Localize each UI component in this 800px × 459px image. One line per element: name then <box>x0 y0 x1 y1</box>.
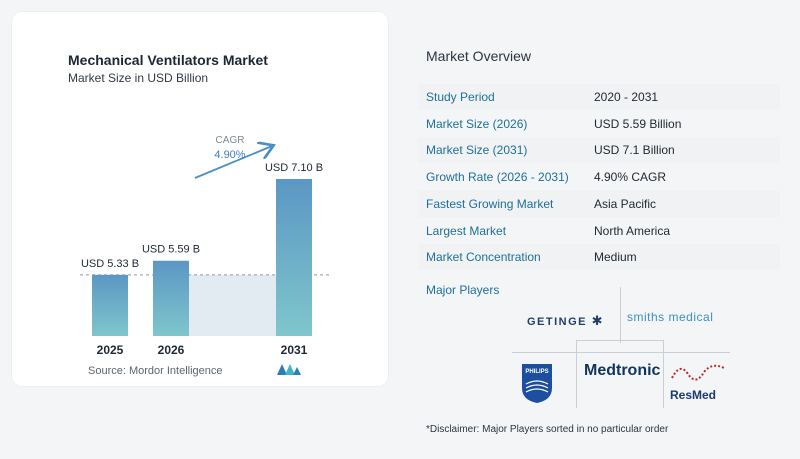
logo-divider <box>663 340 664 408</box>
resmed-logo: ResMed <box>670 388 717 402</box>
x-tick-2025: 2025 <box>97 343 124 357</box>
overview-row-label: Market Size (2026) <box>426 116 528 131</box>
bar-2025 <box>92 274 128 336</box>
overview-row: Growth Rate (2026 - 2031) 4.90% CAGR <box>418 164 780 190</box>
mordor-intelligence-logo <box>277 364 301 375</box>
logo-divider <box>576 340 664 341</box>
overview-row: Market Size (2031) USD 7.1 Billion <box>418 137 780 164</box>
disclaimer: *Disclaimer: Major Players sorted in no … <box>426 424 669 435</box>
overview-row-label: Largest Market <box>426 223 507 238</box>
cagr-arrow <box>194 146 272 179</box>
cagr-label: CAGR <box>216 135 245 146</box>
chart-subtitle: Market Size in USD Billion <box>68 71 209 85</box>
overview-row-value: 2020 - 2031 <box>594 90 659 104</box>
overview-row-value: Medium <box>594 250 637 265</box>
chart-title: Mechanical Ventilators Market <box>68 52 268 68</box>
overview-row-label: Growth Rate (2026 - 2031) <box>426 170 569 185</box>
overview-row-value: Asia Pacific <box>594 196 657 211</box>
overview-row-label: Fastest Growing Market <box>426 196 554 211</box>
overview-row: Market Size (2026) USD 5.59 Billion <box>418 111 780 137</box>
resmed-wave-icon <box>671 364 725 381</box>
overview-row: Largest Market North America <box>418 218 780 244</box>
logo-divider <box>620 287 621 343</box>
overview-row-label: Market Size (2031) <box>426 143 528 158</box>
x-tick-2031: 2031 <box>281 343 308 357</box>
projection-band <box>189 274 276 336</box>
overview-row: Market Concentration Medium <box>418 244 780 271</box>
overview-row: Study Period 2020 - 2031 <box>418 84 780 110</box>
medtronic-logo: Medtronic <box>584 362 661 379</box>
overview-row-value: North America <box>594 223 671 238</box>
source-note: Source: Mordor Intelligence <box>88 365 223 377</box>
major-players-title: Major Players <box>426 283 500 297</box>
data-label-2026: USD 5.59 B <box>142 244 200 256</box>
logo-divider <box>512 352 730 353</box>
cagr-value: 4.90% <box>214 149 245 161</box>
data-label-2031: USD 7.10 B <box>265 162 323 174</box>
bar-2026 <box>153 260 189 336</box>
logo-divider <box>576 340 577 408</box>
philips-logo: PHILIPS <box>522 364 552 403</box>
smiths-medical-logo: smiths medical <box>627 310 714 324</box>
x-tick-2026: 2026 <box>158 343 185 357</box>
overview-row: Fastest Growing Market Asia Pacific <box>418 190 780 217</box>
bar-2031 <box>276 179 312 336</box>
overview-row-label: Market Concentration <box>426 250 541 265</box>
getinge-logo: GETINGE ✱ <box>527 313 604 328</box>
philips-logo-text: PHILIPS <box>525 369 548 375</box>
bar-chart: USD 5.33 B 2025 USD 5.59 B 2026 USD 7.10 B 20… <box>80 135 330 357</box>
overview-row-value: USD 7.1 Billion <box>594 143 675 158</box>
data-label-2025: USD 5.33 B <box>81 258 139 270</box>
overview-row-label: Study Period <box>426 90 495 104</box>
market-overview-title: Market Overview <box>426 48 532 64</box>
overview-row-value: 4.90% CAGR <box>594 170 667 185</box>
overview-row-value: USD 5.59 Billion <box>594 116 682 131</box>
